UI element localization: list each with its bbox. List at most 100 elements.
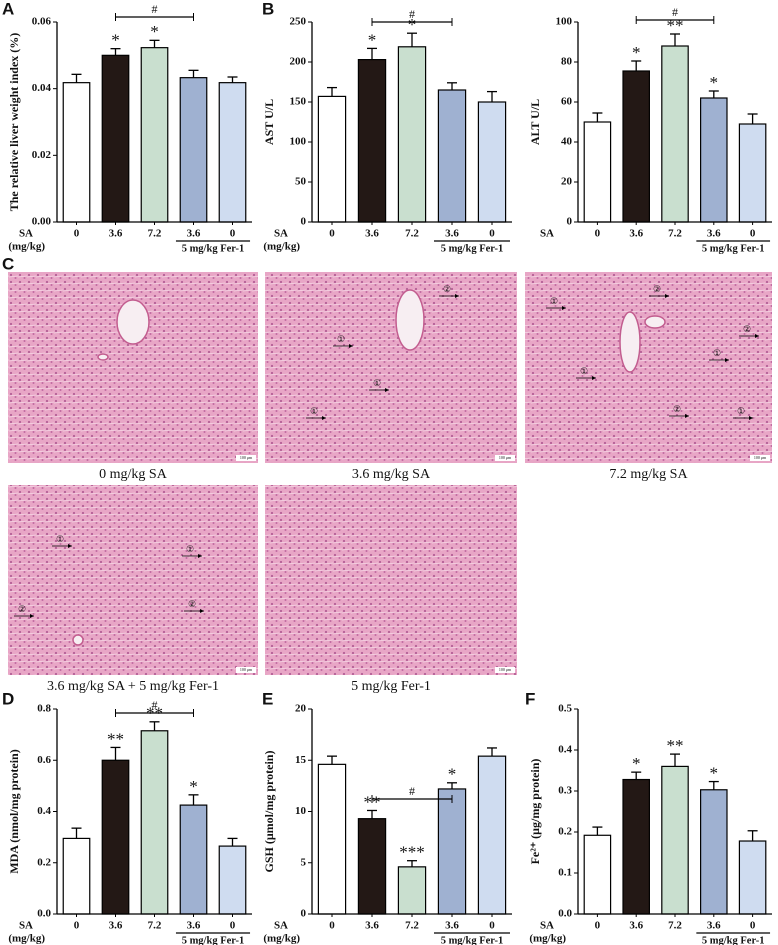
x-axis-label: SA [19, 920, 33, 932]
group-label: 5 mg/kg Fer-1 [182, 935, 245, 945]
histology-image [8, 485, 258, 675]
x-tick-label: 3.6 [445, 920, 459, 932]
arrow-head [349, 344, 353, 348]
arrow-head [725, 358, 729, 362]
y-tick-label: 0.0 [558, 908, 572, 920]
y-tick-label: 10 [295, 805, 307, 817]
y-tick-label: 0 [567, 216, 573, 228]
x-tick-label: 7.2 [405, 228, 419, 240]
bar [477, 755, 507, 915]
y-axis-title: MDA (nmol/mg protein) [7, 749, 21, 873]
scale-box [750, 455, 770, 461]
bar [397, 46, 427, 223]
bar [700, 97, 728, 223]
panel-label: B [262, 0, 274, 18]
marker: ② [673, 404, 681, 414]
marker: ① [550, 296, 558, 306]
scale-bar: 100 μm [754, 455, 767, 460]
bar [357, 818, 387, 915]
y-tick-label: 0.1 [558, 867, 572, 879]
x-axis-unit: (mg/kg) [529, 933, 566, 945]
panel-label: A [2, 0, 14, 18]
bar [140, 730, 169, 915]
y-axis-title: ALT U/L [528, 99, 542, 145]
y-tick-label: 0.04 [32, 82, 52, 94]
marker: ① [310, 406, 318, 416]
bar [661, 45, 689, 223]
bar [218, 845, 247, 915]
marker: ② [188, 599, 196, 609]
significance: ** [667, 736, 684, 755]
x-tick-label: 7.2 [148, 228, 162, 240]
y-tick-label: 0.5 [558, 703, 572, 715]
vessel [97, 353, 109, 361]
bar [738, 123, 767, 223]
arrow-head [68, 544, 72, 548]
x-tick-label: 0 [750, 920, 756, 932]
group-label: 5 mg/kg Fer-1 [702, 243, 765, 254]
arrow-head [455, 294, 459, 298]
y-tick-label: 250 [290, 16, 307, 28]
bracket-label: # [672, 5, 678, 19]
y-tick-label: 60 [561, 96, 573, 108]
panel-label: F [525, 689, 535, 708]
x-tick-label: 3.6 [187, 920, 201, 932]
x-tick-label: 3.6 [187, 228, 201, 240]
y-tick-label: 0 [301, 908, 307, 920]
significance: * [111, 31, 120, 50]
significance: * [189, 777, 198, 796]
y-tick-label: 50 [295, 176, 307, 188]
x-tick-label: 3.6 [707, 920, 721, 932]
y-tick-label: 200 [290, 56, 307, 68]
marker: ① [737, 406, 745, 416]
histology-image [525, 272, 772, 463]
x-tick-label: 3.6 [707, 228, 721, 240]
significance: * [408, 15, 417, 34]
x-axis-label: SA [274, 228, 288, 240]
y-tick-label: 20 [561, 176, 573, 188]
marker: ② [18, 604, 26, 614]
caption: 5 mg/kg Fer-1 [351, 679, 431, 694]
x-tick-label: 3.6 [365, 228, 379, 240]
x-tick-label: 0 [230, 920, 236, 932]
bar [583, 834, 612, 915]
arrow-head [665, 294, 669, 298]
arrow-head [685, 414, 689, 418]
group-label: 5 mg/kg Fer-1 [182, 243, 245, 254]
marker: ② [743, 324, 751, 334]
vessel [395, 289, 425, 351]
x-tick-label: 0 [595, 228, 601, 240]
y-tick-label: 0.3 [558, 785, 572, 797]
significance: *** [399, 843, 425, 862]
significance: * [632, 43, 641, 62]
bar [317, 95, 347, 223]
x-axis-label: SA [540, 228, 554, 240]
y-tick-label: 0.6 [37, 754, 51, 766]
bar [437, 89, 467, 223]
y-axis-title: AST U/L [262, 99, 276, 145]
vessel [72, 634, 84, 646]
arrow-head [592, 376, 596, 380]
marker: ① [713, 348, 721, 358]
x-axis-unit: (mg/kg) [8, 933, 45, 945]
histology-image [265, 485, 517, 675]
y-tick-label: 80 [561, 56, 573, 68]
arrow-head [749, 416, 753, 420]
panel-label: C [2, 254, 14, 273]
marker: ① [337, 334, 345, 344]
y-tick-label: 5 [301, 856, 307, 868]
y-tick-label: 40 [561, 136, 573, 148]
y-tick-label: 0.2 [558, 826, 572, 838]
x-axis-label: SA [19, 228, 33, 240]
bar [738, 840, 767, 915]
y-tick-label: 0.0 [37, 908, 51, 920]
bar [101, 759, 130, 915]
bar [317, 763, 347, 915]
bar [397, 866, 427, 915]
x-tick-label: 0 [595, 920, 601, 932]
x-axis-label: SA [540, 920, 554, 932]
significance: ** [107, 729, 124, 748]
significance: * [710, 763, 719, 782]
caption: 3.6 mg/kg SA + 5 mg/kg Fer-1 [47, 679, 219, 694]
